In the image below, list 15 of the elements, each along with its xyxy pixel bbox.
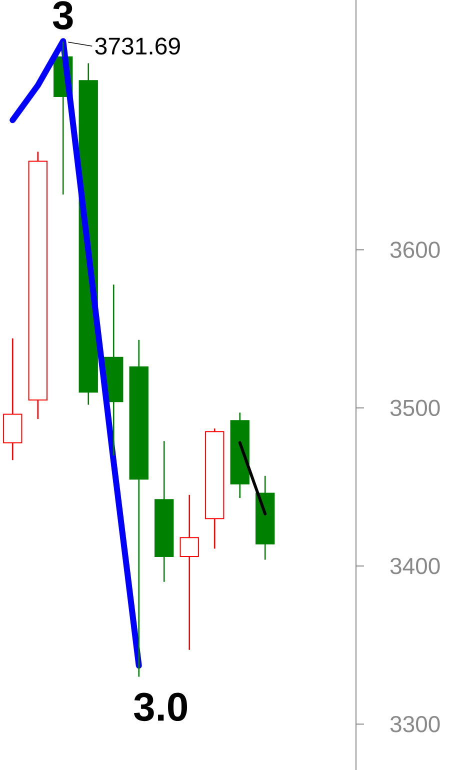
candlestick [154,440,174,582]
candlestick [180,494,199,650]
y-tick-label: 3600 [390,242,440,258]
candlestick [28,151,48,420]
annotation: 3.0 [134,692,188,722]
candlestick [3,338,22,461]
candlestick [205,428,224,550]
y-tick-label: 3400 [390,558,440,574]
candlestick [256,475,275,560]
y-tick-label: 3300 [390,716,440,732]
y-tick-label: 3500 [390,400,440,416]
annotation: 3731.69 [95,38,180,55]
annotation: 3 [52,1,73,30]
candlestick [129,339,148,678]
candlestick [230,412,250,499]
